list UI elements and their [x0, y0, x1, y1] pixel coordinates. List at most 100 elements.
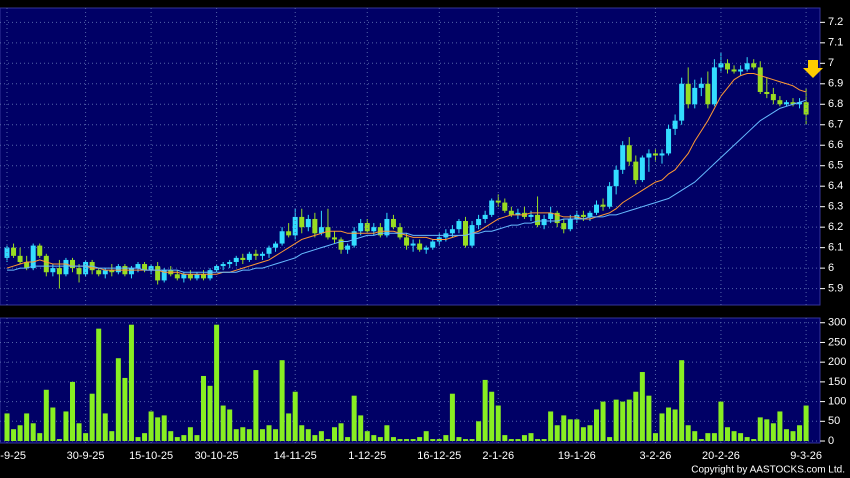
candle-body: [240, 257, 246, 260]
candle-body: [351, 231, 357, 246]
volume-bar: [102, 413, 108, 442]
volume-bar: [469, 439, 475, 442]
y-tick-label: 6.5: [828, 160, 843, 172]
y-tick-label: 6.7: [828, 119, 843, 131]
y-tick-label: 150: [828, 376, 846, 388]
y-tick-label: 6.4: [828, 180, 843, 192]
volume-bar: [246, 429, 252, 442]
candle-body: [646, 153, 652, 158]
moving-average-line: [7, 99, 807, 273]
volume-bar: [725, 427, 730, 442]
candle-body: [299, 216, 305, 228]
candle-body: [463, 221, 468, 246]
volume-bar: [410, 439, 416, 442]
y-tick-label: 7: [828, 57, 834, 69]
volume-bar: [659, 413, 665, 442]
volume-bar: [463, 439, 468, 442]
volume-bar: [96, 328, 102, 442]
volume-bar: [639, 372, 645, 442]
candle-body: [17, 255, 23, 262]
candle-body: [580, 214, 586, 217]
y-tick-label: 200: [828, 356, 846, 368]
candle-body: [50, 268, 56, 273]
y-tick-label: 100: [828, 396, 846, 408]
candle-body: [535, 214, 541, 226]
volume-bar: [554, 425, 560, 442]
candle-body: [515, 212, 521, 215]
candle-body: [305, 218, 311, 228]
y-tick-label: 5.9: [828, 283, 843, 295]
volume-bar: [11, 429, 17, 442]
candle-body: [37, 245, 43, 256]
y-tick-label: 0: [828, 435, 834, 447]
volume-bar: [155, 417, 161, 442]
volume-bar: [587, 425, 593, 442]
y-tick-label: 6.1: [828, 242, 843, 254]
volume-bar: [718, 401, 724, 442]
volume-bar: [738, 433, 744, 442]
volume-bar: [4, 413, 10, 442]
volume-bar: [672, 409, 678, 442]
volume-bar: [783, 429, 789, 442]
candle-body: [358, 223, 364, 232]
candle-body: [679, 83, 685, 121]
candle-body: [666, 128, 672, 154]
volume-bar: [495, 405, 501, 442]
candle-body: [777, 100, 783, 105]
volume-bar: [325, 439, 331, 442]
candle-body: [738, 69, 744, 72]
volume-bar: [17, 425, 23, 442]
volume-bar: [377, 437, 383, 442]
candle-body: [633, 161, 639, 181]
volume-bar: [548, 411, 554, 442]
x-tick-label: 30-9-25: [67, 450, 105, 462]
candle-body: [600, 204, 606, 207]
candle-body: [318, 227, 324, 234]
candle-body: [292, 216, 298, 236]
volume-bar: [613, 399, 619, 442]
candle-body: [652, 153, 658, 156]
volume-bar: [345, 437, 351, 442]
candle-body: [567, 218, 573, 230]
volume-bar: [731, 431, 737, 442]
candle-body: [725, 63, 730, 70]
volume-bar: [187, 427, 193, 442]
x-tick-label: 1-12-25: [348, 450, 386, 462]
volume-bar: [161, 415, 167, 442]
volume-bar: [174, 437, 180, 442]
candle-body: [135, 264, 141, 269]
volume-bar: [764, 419, 770, 442]
candle-body: [639, 157, 645, 181]
volume-bar: [685, 425, 691, 442]
volume-bar: [338, 423, 344, 442]
volume-bar: [227, 409, 233, 442]
x-tick-label: 20-2-26: [702, 450, 740, 462]
y-tick-label: 50: [828, 415, 840, 427]
candle-body: [626, 145, 632, 162]
volume-bar: [371, 435, 377, 442]
candle-body: [731, 69, 737, 72]
candle-body: [194, 274, 200, 279]
candle-body: [345, 245, 351, 250]
volume-bar: [692, 431, 698, 442]
volume-bar: [70, 381, 75, 442]
x-tick-label: 15-9-25: [0, 450, 26, 462]
volume-bar: [397, 439, 403, 442]
volume-bar: [364, 431, 370, 442]
candle-body: [672, 120, 678, 129]
volume-bar: [521, 435, 527, 442]
candle-body: [279, 231, 285, 244]
volume-bar: [652, 433, 658, 442]
candle-body: [201, 274, 206, 279]
volume-bar: [273, 429, 279, 442]
volume-bar: [201, 375, 206, 442]
candle-body: [404, 237, 410, 246]
y-tick-label: 6.2: [828, 221, 843, 233]
candle-body: [620, 145, 626, 170]
copyright: Copyright by AASTOCKS.com Ltd.: [691, 465, 845, 476]
volume-bar: [351, 395, 357, 442]
volume-bar: [698, 439, 704, 442]
volume-bar: [456, 437, 462, 442]
candle-body: [56, 268, 62, 275]
volume-bar: [43, 389, 49, 442]
